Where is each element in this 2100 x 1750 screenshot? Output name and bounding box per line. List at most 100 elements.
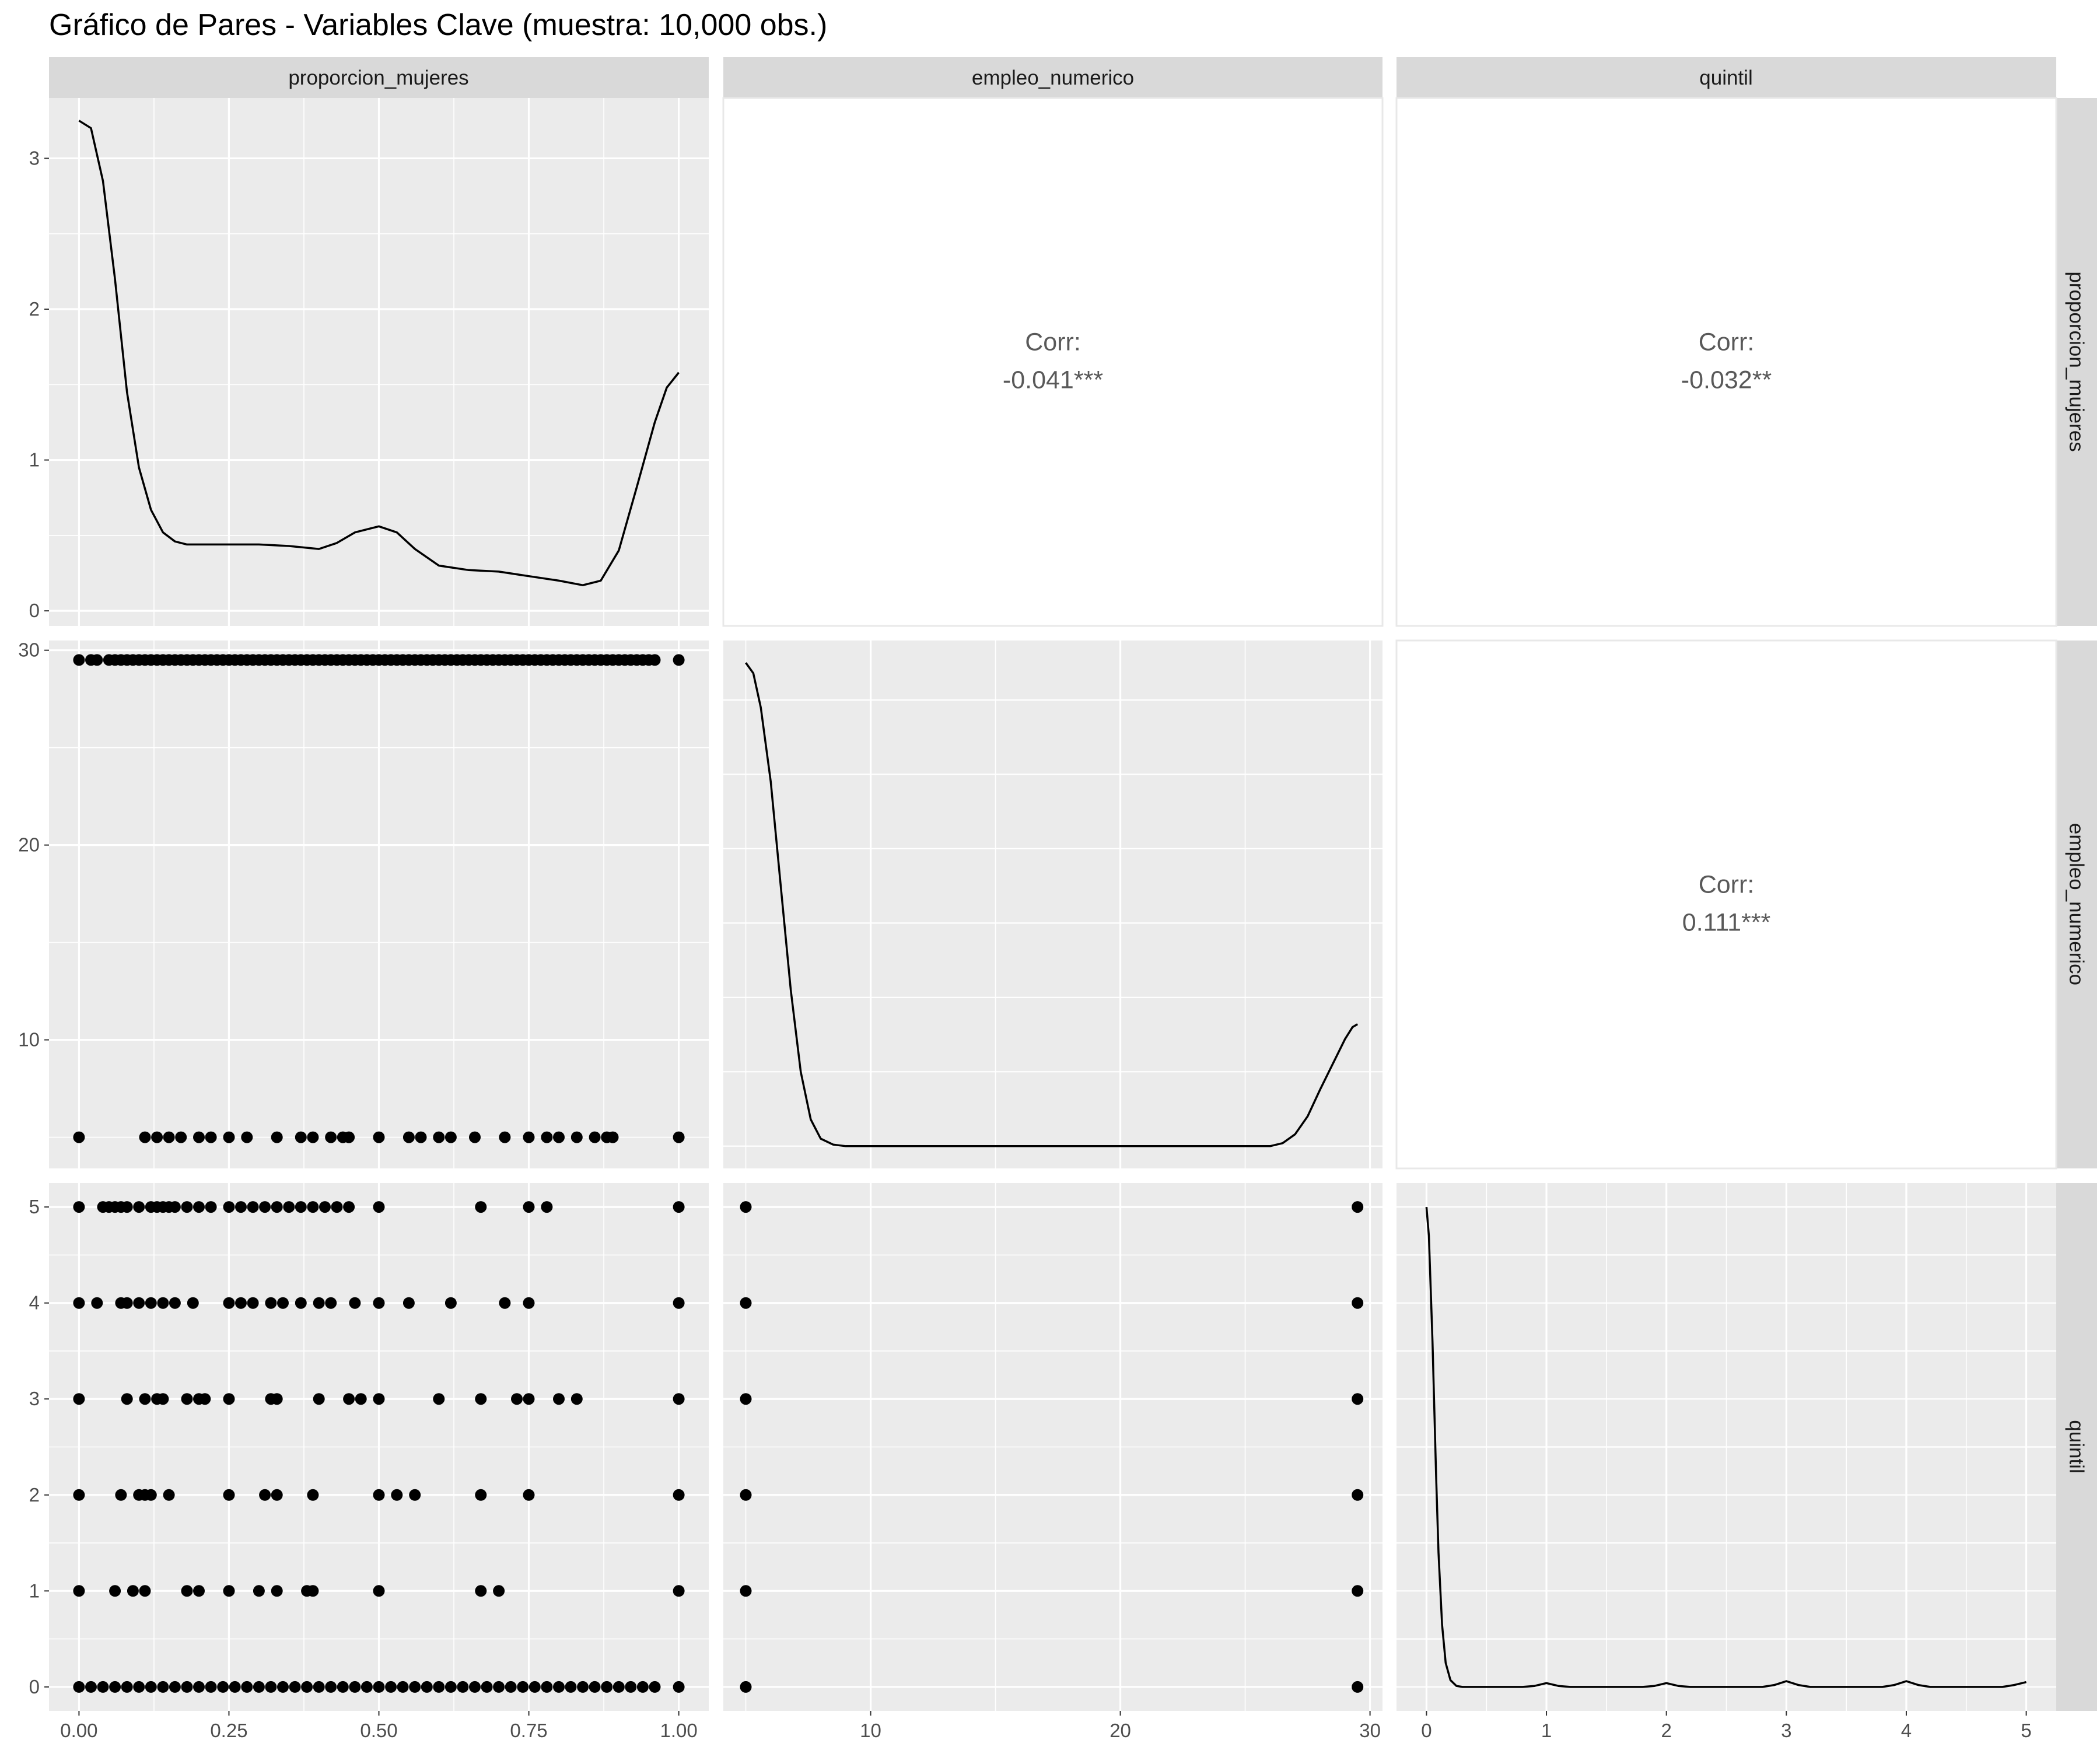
scatter-point [541,1201,553,1213]
scatter-point [73,1585,85,1597]
scatter-point [349,1681,361,1693]
scatter-point [241,1131,253,1143]
scatter-point [553,1681,565,1693]
scatter-point [73,1297,85,1309]
scatter-point [91,654,103,666]
corr-panel-r0-c2 [1395,97,2057,627]
scatter-point [740,1393,752,1405]
scatter-point [577,1681,589,1693]
scatter-point [277,1297,289,1309]
scatter-point [199,1393,211,1405]
x-tick-label: 5 [2021,1720,2031,1741]
scatter-point [139,1131,151,1143]
scatter-point [85,1681,97,1693]
scatter-point [307,1201,319,1213]
scatter-point [475,1489,487,1501]
scatter-point [409,1681,421,1693]
scatter-point [523,1393,535,1405]
density-curve-0 [78,120,680,586]
scatter-point [493,1681,505,1693]
scatter-point [169,1681,181,1693]
scatter-point [421,1681,433,1693]
x-tick-label: 1.00 [660,1720,697,1741]
scatter-point [373,1131,385,1143]
scatter-point [433,1681,445,1693]
scatter-point [541,1131,553,1143]
strip-col-0-label: proporcion_mujeres [288,66,468,89]
x-tick-label: 0.25 [210,1720,247,1741]
scatter-point [73,1681,85,1693]
scatter-point [355,1393,367,1405]
scatter-point [325,1131,337,1143]
plot-panel-r2-c2 [1396,1183,2056,1711]
y-tick-label: 3 [29,1388,40,1409]
scatter-point [313,1681,325,1693]
scatter-point [121,1201,133,1213]
strip-col-1-label: empleo_numerico [972,66,1134,89]
scatter-point [271,1585,283,1597]
scatter-point [625,1681,637,1693]
scatter-point [217,1681,229,1693]
scatter-point [193,1585,205,1597]
scatter-point [1352,1297,1364,1309]
scatter-point [307,1489,319,1501]
scatter-point [475,1201,487,1213]
scatter-point [511,1393,523,1405]
scatter-point [740,1201,752,1213]
scatter-point [295,1131,307,1143]
strip-row-2-label: quintil [2065,1420,2088,1473]
scatter-point [385,1681,397,1693]
scatter-point [349,1297,361,1309]
scatter-point [343,1393,355,1405]
strip-col-2 [1396,57,2056,98]
scatter-point [109,1681,121,1693]
plot-panel-r1-c0 [49,640,709,1168]
strip-col-0 [49,57,709,98]
scatter-point [181,1585,193,1597]
corr-label: Corr: [1699,328,1755,356]
scatter-point [193,1131,205,1143]
x-tick-label: 0.75 [510,1720,547,1741]
scatter-point [235,1201,247,1213]
scatter-point [337,1681,349,1693]
scatter-point [301,1681,313,1693]
y-tick-label: 1 [29,449,40,471]
y-tick-label: 0 [29,600,40,621]
scatter-point [247,1297,259,1309]
scatter-point [121,1681,133,1693]
scatter-point [127,1585,139,1597]
corr-label: Corr: [1025,328,1081,356]
scatter-point [205,1131,217,1143]
y-tick-label: 5 [29,1196,40,1217]
scatter-point [493,1585,505,1597]
scatter-point [97,1681,109,1693]
scatter-point [433,1393,445,1405]
corr-panel-r0-c1 [722,97,1384,627]
scatter-point [397,1681,409,1693]
scatter-point [444,1131,457,1143]
scatter-point [271,1393,283,1405]
scatter-point [163,1131,175,1143]
scatter-point [523,1489,535,1501]
scatter-point [499,1297,511,1309]
strip-row-0-label: proporcion_mujeres [2065,271,2088,452]
scatter-point [673,1393,685,1405]
scatter-point [73,1393,85,1405]
scatter-point [570,1393,583,1405]
scatter-point [289,1681,301,1693]
x-tick-label: 0.00 [60,1720,97,1741]
scatter-point [121,1393,133,1405]
scatter-point [265,1297,277,1309]
scatter-point [601,1681,613,1693]
scatter-point [343,1201,355,1213]
scatter-point [121,1297,133,1309]
x-tick-label: 4 [1901,1720,1912,1741]
scatter-point [740,1297,752,1309]
corr-panel-r1-c2 [1395,639,2057,1170]
scatter-point [313,1297,325,1309]
scatter-point [313,1393,325,1405]
y-tick-label: 0 [29,1676,40,1698]
plot-panel-r2-c0 [49,1183,709,1711]
scatter-point [145,1681,157,1693]
scatter-point [133,1681,145,1693]
